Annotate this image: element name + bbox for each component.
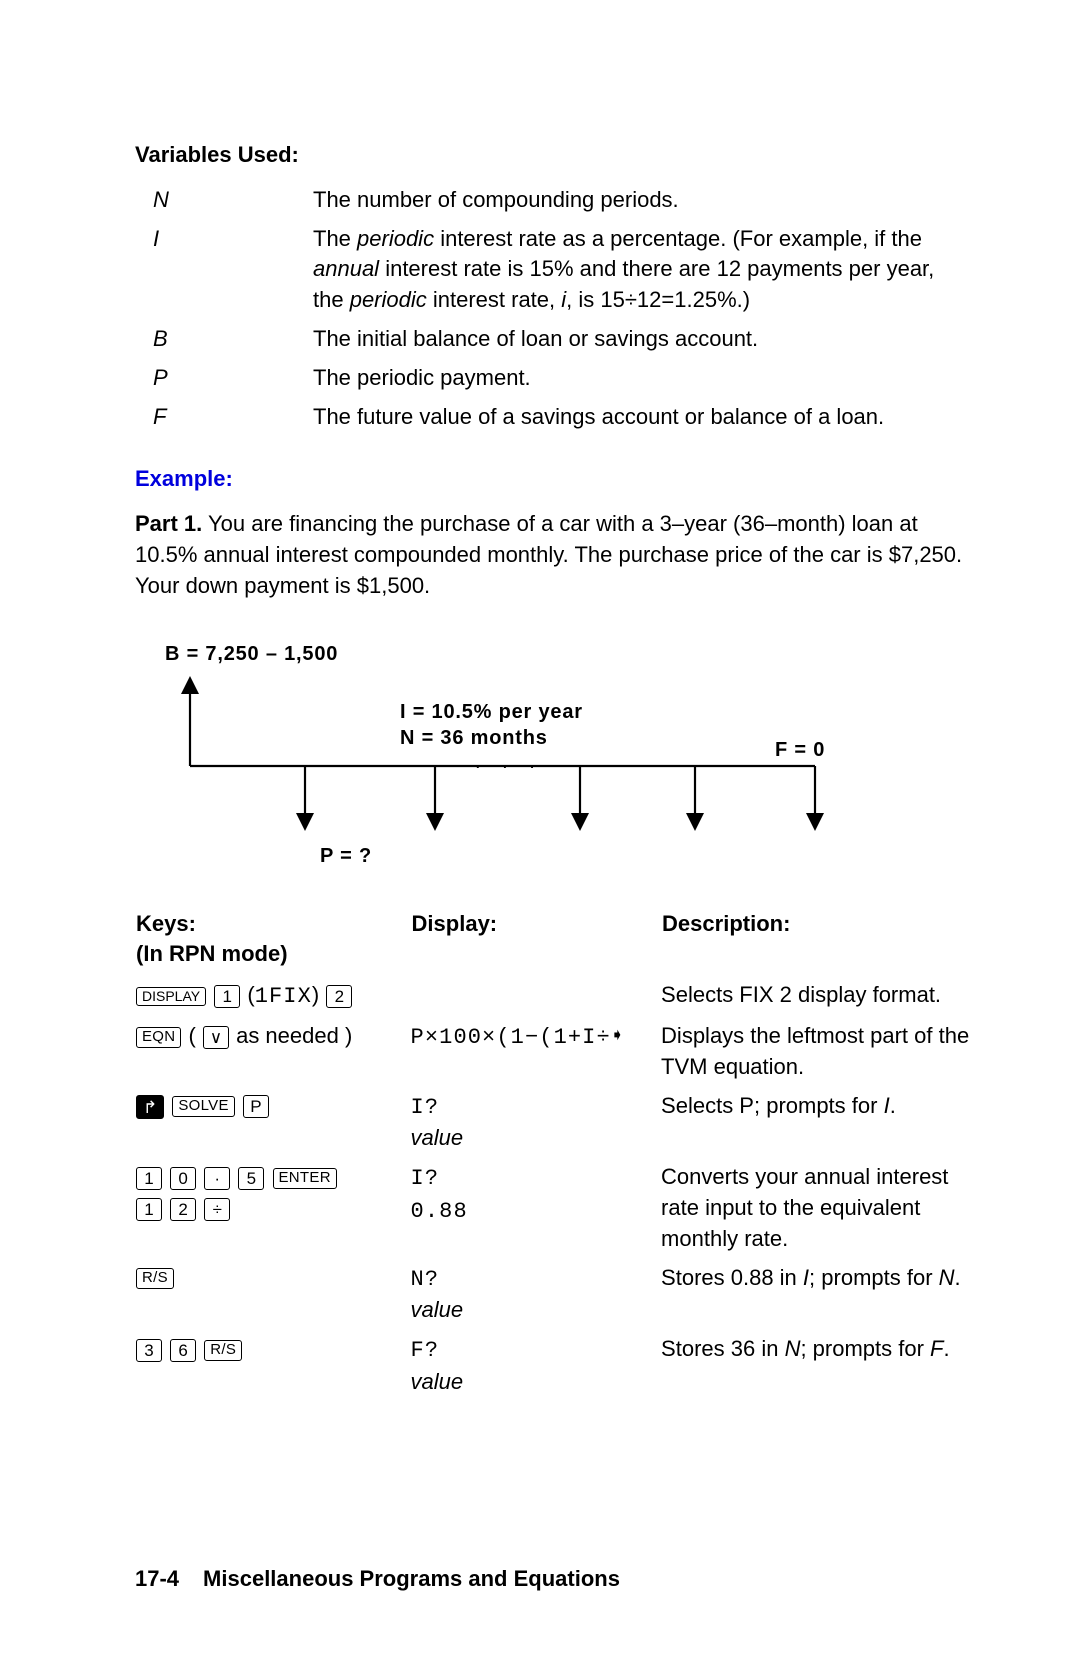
cell-description: Stores 36 in N; prompts for F. [661, 1330, 970, 1402]
example-part1: Part 1. You are financing the purchase o… [135, 509, 970, 601]
cell-description: Stores 0.88 in I; prompts for N. [661, 1259, 970, 1331]
heading-example: Example: [135, 464, 970, 495]
col-header-description: Description: [661, 908, 970, 977]
table-row: 3 6 R/SF?valueStores 36 in N; prompts fo… [135, 1330, 970, 1402]
keys-display-description-table: Keys:(In RPN mode) Display: Description:… [135, 908, 970, 1402]
variable-description: The number of compounding periods. [313, 181, 970, 220]
page-footer: 17-4 Miscellaneous Programs and Equations [135, 1564, 620, 1595]
variables-table: NThe number of compounding periods.IThe … [153, 181, 970, 437]
diagram-label-B: B = 7,250 – 1,500 [165, 640, 338, 668]
cell-keys: 1 0 · 5 ENTER1 2 ÷ [135, 1158, 411, 1258]
cell-description: Selects FIX 2 display format. [661, 976, 970, 1017]
cell-display: I?value [411, 1087, 662, 1159]
variable-symbol: I [153, 220, 313, 320]
table-row: ↱ SOLVE PI?valueSelects P; prompts for I… [135, 1087, 970, 1159]
variable-symbol: B [153, 320, 313, 359]
cell-display: P×100×(1−(1+I÷➧ [411, 1017, 662, 1087]
variable-symbol: F [153, 398, 313, 437]
diagram-label-F: F = 0 [775, 736, 825, 764]
cell-keys: ↱ SOLVE P [135, 1087, 411, 1159]
page-number: 17-4 [135, 1566, 179, 1591]
footer-title: Miscellaneous Programs and Equations [203, 1566, 620, 1591]
cell-keys: R/S [135, 1259, 411, 1331]
variable-description: The initial balance of loan or savings a… [313, 320, 970, 359]
diagram-label-I: I = 10.5% per year [400, 698, 583, 726]
cell-keys: EQN ( ∨ as needed ) [135, 1017, 411, 1087]
table-row: DISPLAY 1 (1FIX) 2 Selects FIX 2 display … [135, 976, 970, 1017]
variable-description: The periodic interest rate as a percenta… [313, 220, 970, 320]
variable-symbol: P [153, 359, 313, 398]
table-row: 1 0 · 5 ENTER1 2 ÷I?0.88Converts your an… [135, 1158, 970, 1258]
cell-description: Converts your annual interest rate input… [661, 1158, 970, 1258]
cell-keys: 3 6 R/S [135, 1330, 411, 1402]
diagram-label-P: P = ? [320, 842, 372, 870]
cell-description: Displays the leftmost part of the TVM eq… [661, 1017, 970, 1087]
variable-symbol: N [153, 181, 313, 220]
cell-display [411, 976, 662, 1017]
cashflow-diagram: B = 7,250 – 1,500 I = 10.5% per year N =… [135, 626, 970, 876]
variable-description: The periodic payment. [313, 359, 970, 398]
cell-display: F?value [411, 1330, 662, 1402]
part1-lead: Part 1. [135, 511, 202, 536]
heading-variables-used: Variables Used: [135, 140, 970, 171]
cell-keys: DISPLAY 1 (1FIX) 2 [135, 976, 411, 1017]
col-header-display: Display: [411, 908, 662, 977]
cell-description: Selects P; prompts for I. [661, 1087, 970, 1159]
col-header-keys: Keys:(In RPN mode) [135, 908, 411, 977]
diagram-dots: . . . [475, 748, 543, 776]
cell-display: I?0.88 [411, 1158, 662, 1258]
table-row: EQN ( ∨ as needed )P×100×(1−(1+I÷➧Displa… [135, 1017, 970, 1087]
part1-body: You are financing the purchase of a car … [135, 511, 962, 598]
cell-display: N?value [411, 1259, 662, 1331]
table-row: R/SN?valueStores 0.88 in I; prompts for … [135, 1259, 970, 1331]
variable-description: The future value of a savings account or… [313, 398, 970, 437]
